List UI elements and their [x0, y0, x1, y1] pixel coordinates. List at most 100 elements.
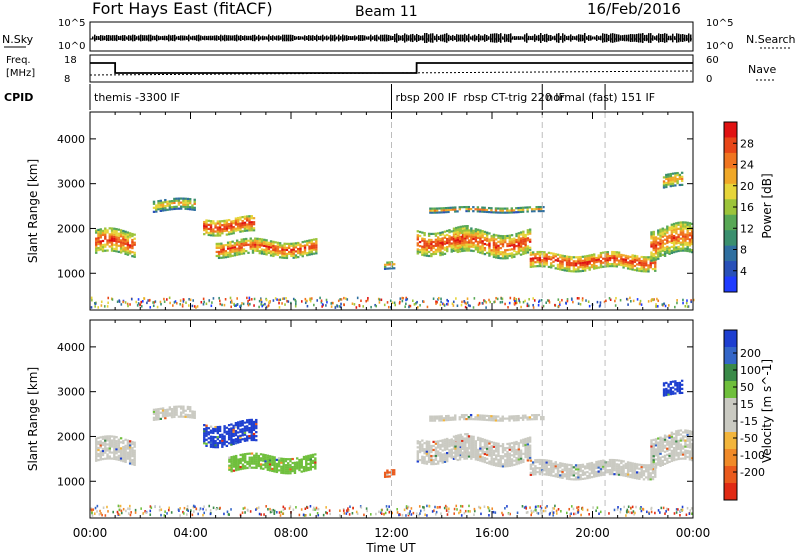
nsky-bar	[306, 36, 308, 40]
scatter-cell	[674, 176, 677, 179]
scatter-cell	[203, 222, 206, 226]
scatter-cell	[483, 230, 487, 234]
scatter-cell	[506, 446, 509, 450]
nsky-bar	[546, 33, 548, 43]
ground-scatter-cell	[339, 298, 341, 301]
nsky-bar	[512, 36, 514, 40]
scatter-cell	[241, 465, 245, 468]
nsky-bar	[328, 36, 330, 40]
scatter-cell	[416, 238, 420, 241]
scatter-cell	[433, 211, 437, 214]
scatter-cell	[513, 443, 516, 446]
scatter-cell	[113, 451, 116, 454]
nsky-bar	[660, 34, 662, 42]
scatter-cell	[495, 246, 498, 249]
scatter-cell	[458, 228, 462, 231]
ground-scatter-cell	[202, 507, 204, 511]
scatter-cell	[490, 461, 493, 464]
scatter-cell	[237, 462, 240, 465]
scatter-cell	[108, 245, 111, 248]
scatter-cell	[613, 259, 616, 262]
scatter-cell	[666, 435, 669, 438]
scatter-cell	[186, 201, 190, 205]
scatter-cell	[526, 245, 530, 248]
scatter-cell	[253, 454, 256, 457]
scatter-cell	[434, 454, 438, 457]
scatter-cell	[640, 255, 643, 259]
scatter-cell	[207, 219, 210, 222]
scatter-cell	[492, 441, 496, 444]
scatter-cell	[441, 453, 444, 456]
scatter-cell	[497, 211, 500, 214]
scatter-cell	[504, 241, 507, 244]
scatter-cell	[418, 450, 422, 454]
scatter-cell	[663, 456, 667, 459]
nsky-bar	[98, 36, 100, 40]
scatter-cell	[131, 240, 134, 244]
scatter-cell	[568, 255, 571, 259]
scatter-cell	[483, 246, 487, 250]
scatter-cell	[252, 436, 256, 440]
scatter-cell	[611, 262, 614, 266]
scatter-cell	[310, 240, 313, 244]
scatter-cell	[97, 228, 100, 232]
scatter-cell	[472, 229, 475, 232]
scatter-cell	[461, 225, 465, 228]
scatter-cell	[579, 465, 582, 469]
ground-scatter-cell	[390, 306, 392, 309]
scatter-cell	[654, 269, 657, 272]
scatter-cell	[465, 207, 468, 211]
scatter-cell	[467, 239, 471, 242]
scatter-cell	[184, 201, 187, 204]
nsky-bar	[94, 34, 96, 42]
scatter-cell	[629, 259, 632, 263]
scatter-cell	[503, 417, 507, 420]
scatter-cell	[133, 237, 136, 240]
scatter-cell	[539, 207, 543, 211]
scatter-cell	[461, 229, 464, 232]
scatter-cell	[552, 252, 555, 255]
scatter-cell	[122, 445, 125, 449]
scatter-cell	[423, 450, 426, 453]
scatter-cell	[671, 172, 675, 175]
scatter-cell	[188, 416, 192, 419]
scatter-cell	[175, 413, 178, 416]
scatter-cell	[224, 252, 228, 255]
ground-scatter-cell	[111, 298, 114, 301]
ground-scatter-cell	[93, 302, 96, 305]
scatter-cell	[474, 418, 477, 421]
scatter-cell	[652, 454, 655, 458]
scatter-cell	[222, 244, 225, 247]
scatter-cell	[188, 208, 192, 211]
scatter-cell	[495, 464, 498, 467]
ground-scatter-cell	[118, 513, 121, 516]
scatter-cell	[133, 443, 136, 446]
scatter-cell	[248, 430, 251, 434]
scatter-cell	[122, 233, 125, 237]
scatter-cell	[629, 467, 632, 471]
scatter-cell	[276, 249, 280, 252]
ground-scatter-cell	[394, 303, 397, 307]
scatter-cell	[269, 250, 273, 253]
scatter-cell	[515, 448, 518, 452]
scatter-cell	[221, 435, 224, 438]
scatter-cell	[662, 180, 666, 183]
ground-scatter-cell	[692, 298, 695, 302]
scatter-cell	[690, 232, 694, 236]
scatter-cell	[456, 448, 459, 451]
scatter-cell	[476, 456, 480, 460]
scatter-cell	[457, 226, 460, 229]
scatter-cell	[307, 462, 310, 466]
scatter-cell	[128, 452, 132, 455]
scatter-cell	[439, 254, 442, 257]
scatter-cell	[452, 243, 456, 246]
scatter-cell	[679, 229, 683, 232]
ground-scatter-cell	[136, 304, 139, 307]
scatter-cell	[529, 265, 533, 268]
scatter-cell	[273, 464, 276, 467]
scatter-cell	[651, 267, 655, 271]
ground-scatter-cell	[91, 298, 93, 302]
scatter-cell	[268, 461, 272, 464]
scatter-cell	[244, 461, 247, 464]
scatter-cell	[451, 206, 455, 209]
